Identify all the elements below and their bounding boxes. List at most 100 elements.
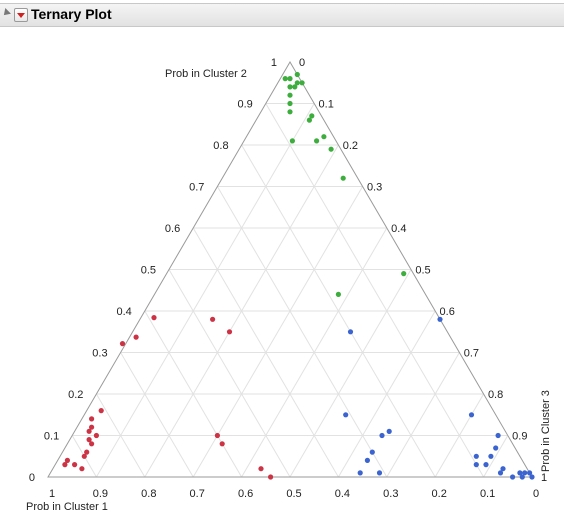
triangle-border bbox=[47, 61, 533, 478]
data-point[interactable] bbox=[292, 84, 298, 90]
tick-label: 0.5 bbox=[286, 488, 301, 500]
left-axis-label: Prob in Cluster 2 bbox=[165, 68, 247, 80]
data-point[interactable] bbox=[86, 437, 92, 443]
grid-line bbox=[95, 103, 315, 478]
data-point[interactable] bbox=[219, 441, 225, 447]
data-point[interactable] bbox=[517, 470, 523, 476]
data-point[interactable] bbox=[522, 470, 528, 476]
data-point[interactable] bbox=[282, 76, 288, 82]
data-point[interactable] bbox=[497, 470, 504, 476]
data-point[interactable] bbox=[340, 175, 346, 181]
data-point[interactable] bbox=[151, 315, 157, 321]
tick-label: 0.9 bbox=[93, 488, 108, 500]
data-point[interactable] bbox=[89, 441, 95, 447]
data-point[interactable] bbox=[98, 408, 104, 414]
data-point[interactable] bbox=[268, 474, 274, 480]
data-point[interactable] bbox=[483, 462, 489, 468]
data-point[interactable] bbox=[64, 457, 70, 463]
data-point[interactable] bbox=[357, 470, 363, 476]
data-point[interactable] bbox=[509, 474, 516, 480]
data-point[interactable] bbox=[306, 117, 312, 123]
data-point[interactable] bbox=[328, 146, 334, 152]
data-point[interactable] bbox=[72, 462, 78, 468]
data-point[interactable] bbox=[529, 474, 535, 480]
data-point[interactable] bbox=[527, 470, 533, 476]
data-point[interactable] bbox=[84, 449, 90, 455]
tick-label: 0.1 bbox=[480, 488, 495, 500]
tick-label: 0.1 bbox=[44, 431, 59, 443]
data-point[interactable] bbox=[93, 432, 99, 439]
data-point[interactable] bbox=[500, 466, 506, 472]
grid-line bbox=[434, 393, 485, 478]
data-point[interactable] bbox=[287, 109, 293, 115]
grid-line bbox=[289, 269, 412, 478]
panel-header: Ternary Plot bbox=[0, 3, 564, 27]
data-point[interactable] bbox=[86, 428, 92, 434]
data-point[interactable] bbox=[493, 445, 499, 451]
data-point[interactable] bbox=[258, 466, 264, 472]
tick-labels: 0 0 0 0.1 0.1 0.1 0.2 0.2 0.2 0.3 0.3 0.3 0.4 0.4 0.4 0… bbox=[29, 57, 547, 500]
data-point[interactable] bbox=[386, 428, 392, 434]
tick-label: 0.7 bbox=[189, 182, 204, 194]
grid-line bbox=[120, 352, 194, 478]
data-point[interactable] bbox=[468, 412, 475, 418]
grid-line bbox=[168, 269, 291, 478]
data-point[interactable] bbox=[376, 470, 383, 476]
grid-line bbox=[265, 103, 485, 478]
tick-label: 0 bbox=[533, 488, 539, 500]
data-point[interactable] bbox=[347, 329, 354, 335]
grid-line bbox=[95, 393, 146, 478]
tick-label: 0.4 bbox=[335, 488, 350, 500]
data-point[interactable] bbox=[289, 138, 295, 144]
data-point[interactable] bbox=[309, 113, 315, 119]
grid-line bbox=[216, 186, 388, 478]
data-point[interactable] bbox=[81, 453, 87, 459]
data-point[interactable] bbox=[62, 462, 68, 468]
data-point[interactable] bbox=[287, 92, 293, 98]
data-point[interactable] bbox=[294, 80, 300, 86]
data-point[interactable] bbox=[79, 466, 85, 472]
tick-label: 0.8 bbox=[141, 488, 156, 500]
data-point[interactable] bbox=[519, 474, 525, 480]
data-point[interactable] bbox=[488, 453, 494, 459]
tick-label: 0 bbox=[299, 57, 305, 69]
data-point[interactable] bbox=[401, 271, 407, 277]
data-point[interactable] bbox=[89, 424, 95, 430]
tick-label: 0.4 bbox=[391, 223, 406, 235]
data-point[interactable] bbox=[299, 80, 305, 86]
data-point[interactable] bbox=[287, 84, 293, 90]
tick-label: 0.5 bbox=[141, 265, 156, 277]
data-point[interactable] bbox=[495, 432, 501, 439]
data-point[interactable] bbox=[335, 291, 341, 297]
data-point[interactable] bbox=[369, 449, 375, 455]
red-triangle-menu-button[interactable] bbox=[14, 8, 28, 22]
data-point[interactable] bbox=[287, 100, 293, 107]
grid-line bbox=[483, 435, 509, 478]
data-point[interactable] bbox=[379, 432, 385, 439]
data-point[interactable] bbox=[343, 412, 349, 418]
tick-label: 0.9 bbox=[512, 431, 527, 443]
tick-label: 0.9 bbox=[238, 99, 253, 111]
data-point[interactable] bbox=[119, 341, 126, 347]
data-point[interactable] bbox=[133, 334, 139, 340]
grid-line bbox=[386, 352, 460, 478]
data-points bbox=[62, 71, 535, 480]
data-point[interactable] bbox=[294, 71, 300, 78]
data-point[interactable] bbox=[473, 462, 479, 468]
data-point[interactable] bbox=[321, 134, 327, 140]
tick-label: 0.4 bbox=[117, 306, 132, 318]
data-point[interactable] bbox=[287, 76, 293, 82]
data-point[interactable] bbox=[89, 416, 95, 422]
data-point[interactable] bbox=[437, 316, 443, 322]
panel-title: Ternary Plot bbox=[31, 6, 112, 22]
data-point[interactable] bbox=[210, 316, 216, 322]
data-point[interactable] bbox=[473, 453, 479, 459]
data-point[interactable] bbox=[314, 138, 320, 144]
data-point[interactable] bbox=[364, 457, 370, 463]
bottom-axis-label: Prob in Cluster 1 bbox=[26, 501, 108, 513]
data-point[interactable] bbox=[226, 329, 233, 335]
data-point[interactable] bbox=[214, 432, 220, 439]
tick-label: 1 bbox=[541, 472, 547, 484]
tick-label: 0.3 bbox=[367, 182, 382, 194]
